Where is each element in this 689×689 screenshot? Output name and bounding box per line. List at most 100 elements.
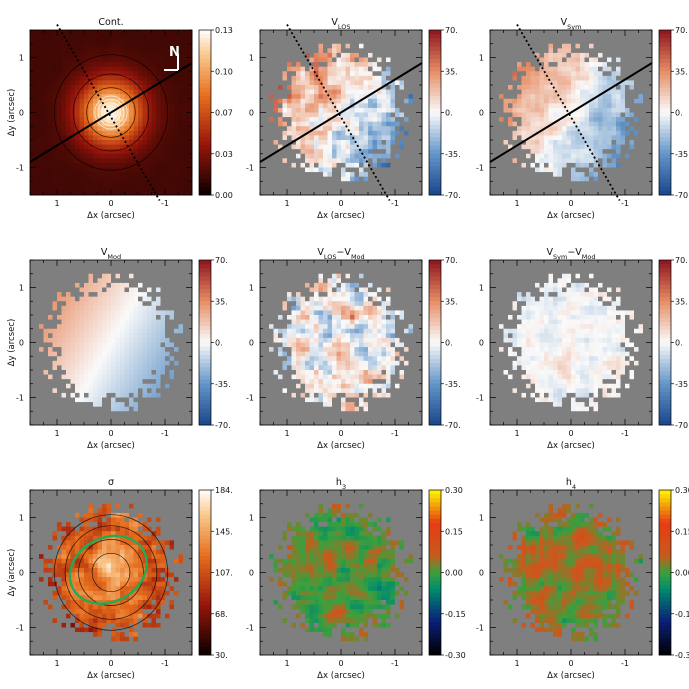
heatmap-h3: [260, 490, 423, 656]
contour-line: [53, 514, 169, 631]
ticks-vmod: [29, 259, 193, 426]
colorbar-tick-label: 35.: [445, 297, 458, 306]
y-tick-label: 1: [19, 514, 24, 523]
colorbar-tick-label: -35.: [675, 150, 689, 159]
colorbar-h3: 0.30 0.15 0.00 -0.15 -0.30: [428, 486, 466, 660]
y-tick-label: -1: [16, 394, 24, 403]
colorbar-vlos: 70. 35. 0. -35. -70.: [428, 26, 461, 200]
colorbar-tick-label: 0.03: [215, 150, 233, 159]
heatmap-vmod: [30, 260, 193, 426]
colorbar-tick-label: -35.: [215, 380, 231, 389]
x-tick-label: 0: [338, 429, 343, 438]
ticks-vsym: [489, 29, 653, 196]
contours-cont: [53, 54, 169, 171]
y-tick-label: 0: [19, 569, 24, 578]
contours-sigma: [53, 514, 169, 631]
colorbar-vmod: 70. 35. 0. -35. -70.: [198, 256, 231, 430]
x-tick-label: 1: [54, 429, 59, 438]
contour-line: [94, 95, 128, 130]
x-tick-label: -1: [621, 659, 629, 668]
position-angle-line: [489, 62, 653, 163]
y-tick-label: -1: [476, 624, 484, 633]
x-tick-label: 0: [338, 659, 343, 668]
x-tick-label: -1: [161, 429, 169, 438]
colorbar-tick-label: 0.15: [675, 527, 689, 536]
panel-vmod: 1 0 -1 1 0 -1 Δx (arcsec) Δy (arcsec) VMod 70. 35.…: [7, 247, 231, 451]
contour-line: [91, 552, 131, 593]
y-tick-label: 0: [249, 109, 254, 118]
contour-line: [72, 73, 150, 152]
x-tick-label: 1: [284, 659, 289, 668]
heatmap-vsym_mod: [490, 260, 653, 426]
y-axis-label: Δy (arcsec): [7, 549, 17, 597]
colorbar-vsym: 70. 35. 0. -35. -70.: [658, 26, 689, 200]
heatmap-sigma: [30, 490, 193, 656]
y-tick-label: -1: [246, 164, 254, 173]
ticks-sigma: [29, 489, 193, 656]
colorbar-tick-label: 0.00: [215, 191, 233, 200]
x-axis-label: Δx (arcsec): [317, 441, 365, 451]
x-tick-label: 0: [568, 659, 573, 668]
panel-title: h4: [566, 477, 576, 491]
colorbar-tick-label: 0.13: [215, 26, 233, 35]
ticks-cont: [29, 29, 193, 196]
y-tick-label: 0: [19, 339, 24, 348]
x-tick-label: -1: [391, 659, 399, 668]
x-tick-label: 1: [514, 659, 519, 668]
x-axis-label: Δx (arcsec): [87, 671, 135, 681]
colorbar-tick-label: 0.15: [445, 527, 463, 536]
x-tick-label: -1: [161, 659, 169, 668]
panel-h3: 1 0 -1 1 0 -1 Δx (arcsec) h3 0.30 0.15 0.00 -0.15 -0…: [246, 477, 466, 681]
x-axis-label: Δx (arcsec): [87, 211, 135, 221]
colorbar-tick-label: 35.: [675, 67, 688, 76]
colorbar-tick-label: 0.: [215, 339, 223, 348]
colorbar-h4: 0.30 0.15 0.00 -0.15 -0.30: [658, 486, 689, 660]
colorbar-tick-label: 70.: [445, 256, 458, 265]
colorbar-tick-label: 0.30: [445, 486, 463, 495]
contour-line: [64, 525, 158, 620]
x-tick-label: -1: [391, 199, 399, 208]
colorbar-sigma: 184. 145. 107. 68. 30.: [198, 486, 233, 660]
y-tick-label: 1: [479, 284, 484, 293]
colorbar-tick-label: 145.: [215, 527, 233, 536]
y-tick-label: -1: [476, 394, 484, 403]
colorbar-tick-label: -35.: [445, 380, 461, 389]
x-tick-label: 1: [54, 659, 59, 668]
colorbar-tick-label: 70.: [445, 26, 458, 35]
x-axis-label: Δx (arcsec): [547, 211, 595, 221]
colorbar-tick-label: 0.00: [675, 569, 689, 578]
colorbar-tick-label: 35.: [445, 67, 458, 76]
x-tick-label: 0: [568, 429, 573, 438]
contour-line: [78, 539, 144, 606]
heatmap-cont: [30, 30, 193, 196]
y-tick-label: -1: [246, 624, 254, 633]
colorbar-tick-label: -0.15: [675, 610, 689, 619]
y-tick-label: 0: [249, 569, 254, 578]
ticks-vsym_mod: [489, 259, 653, 426]
colorbar-tick-label: 30.: [215, 651, 228, 660]
colorbar-tick-label: 70.: [215, 256, 228, 265]
colorbar-tick-label: 0.00: [445, 569, 463, 578]
x-tick-label: -1: [391, 429, 399, 438]
y-tick-label: 1: [249, 514, 254, 523]
panel-title: h3: [336, 477, 346, 491]
panel-vsym_mod: 1 0 -1 1 0 -1 Δx (arcsec) VSym−VMod 70. 35. 0. -35.…: [476, 247, 689, 451]
colorbar-tick-label: 70.: [675, 26, 688, 35]
panel-cont: N 1 0 -1 1 0 -1 Δx (arcsec) Δy (arcsec) Cont. 0.13…: [7, 17, 233, 221]
contour-line: [100, 102, 122, 123]
colorbar-tick-label: -70.: [445, 191, 461, 200]
x-tick-label: 0: [108, 429, 113, 438]
y-tick-label: 1: [19, 284, 24, 293]
contour-line: [97, 98, 125, 127]
colorbar-tick-label: -70.: [445, 421, 461, 430]
x-axis-label: Δx (arcsec): [317, 671, 365, 681]
y-axis-label: Δy (arcsec): [7, 89, 17, 137]
x-axis-label: Δx (arcsec): [547, 441, 595, 451]
colorbar-tick-label: 0.: [445, 339, 453, 348]
colorbar-tick-label: -0.30: [675, 651, 689, 660]
heatmap-h4: [490, 490, 653, 656]
colorbar-tick-label: -0.15: [445, 610, 466, 619]
y-tick-label: 1: [479, 54, 484, 63]
colorbar-tick-label: -0.30: [445, 651, 466, 660]
